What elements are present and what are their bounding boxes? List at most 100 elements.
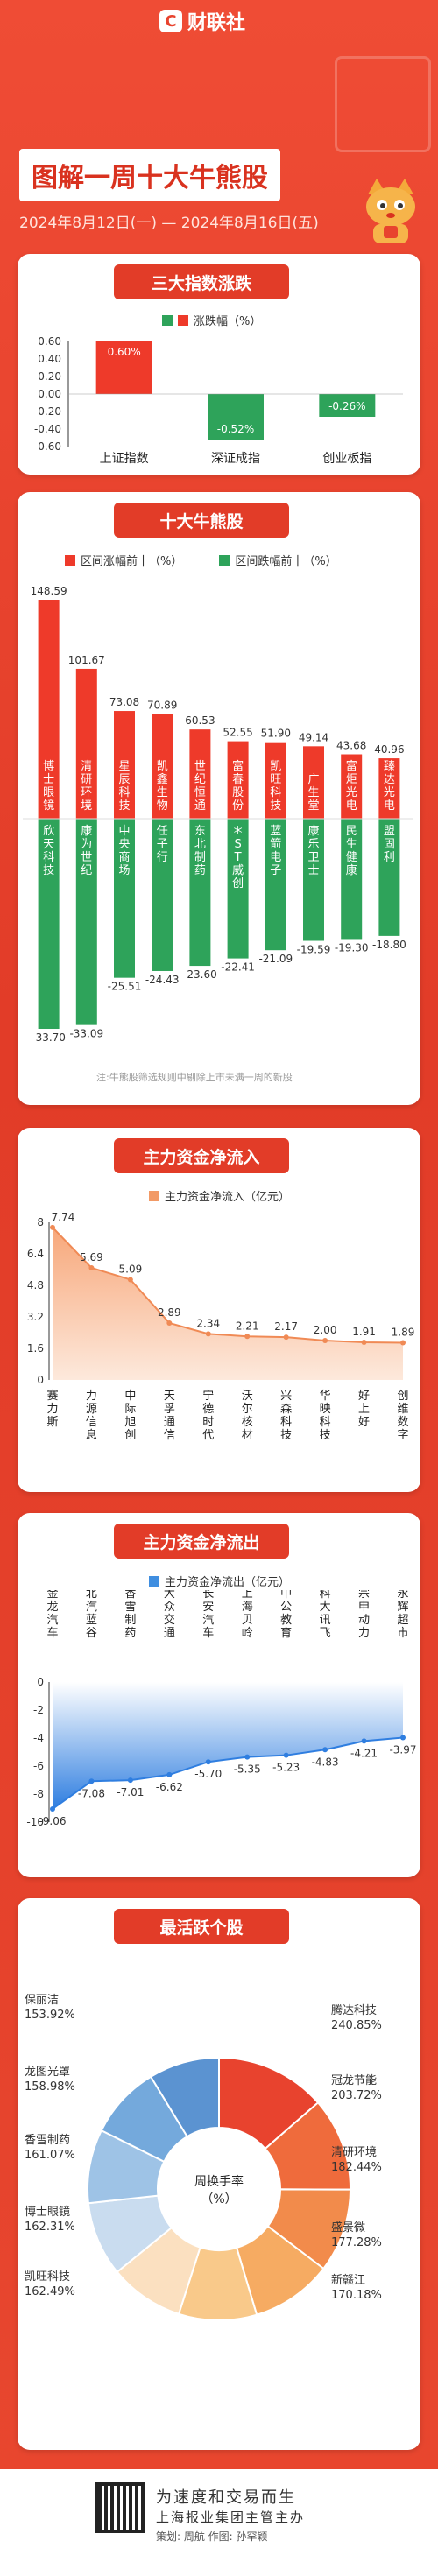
decorative-frame — [335, 56, 431, 152]
brand-logo: C 财联社 — [159, 7, 279, 35]
y-tick-label: 6.4 — [27, 1248, 44, 1260]
data-point — [244, 1334, 251, 1340]
footer-publisher: 上海报业集团主管主办 — [156, 2509, 306, 2525]
legend-losers-swatch — [219, 554, 230, 566]
area-fill — [53, 1227, 403, 1380]
y-tick-label: 0.20 — [38, 370, 61, 383]
data-label: -0.52% — [217, 423, 254, 435]
gainer-bar — [378, 758, 400, 819]
x-tick-label: 中际旭创 — [124, 1390, 136, 1442]
data-label: 2.34 — [196, 1317, 220, 1329]
gainer-value-label: 148.59 — [31, 585, 67, 597]
y-tick-label: -4 — [33, 1732, 44, 1744]
loser-value-label: -22.41 — [221, 961, 255, 974]
data-label: 5.09 — [119, 1263, 143, 1275]
loser-bar — [341, 819, 363, 940]
gainer-bar — [227, 741, 249, 819]
data-point — [127, 1277, 133, 1283]
gainer-bar — [114, 711, 135, 819]
x-tick-label: 创业板指 — [322, 452, 371, 464]
loser-bar — [303, 819, 324, 941]
gainer-bar — [189, 729, 211, 819]
data-point — [166, 1771, 173, 1777]
data-point — [361, 1738, 367, 1744]
slice-name-label: 盛景微 — [331, 2221, 365, 2235]
y-tick-label: 0.60 — [38, 335, 61, 348]
slice-name-label: 冠龙节能 — [331, 2074, 377, 2087]
data-label: 1.91 — [352, 1326, 376, 1338]
y-tick-label: -6 — [33, 1760, 44, 1772]
slice-name-label: 香雪制药 — [25, 2134, 70, 2147]
inflow-area-chart: 8 6.4 4.8 3.2 1.6 0 7.74 赛力斯 5.69 力源信息 5.09 中际旭创 2.8… — [27, 1211, 414, 1442]
y-tick-label: -0.40 — [34, 423, 61, 435]
slice-name-label: 保丽洁 — [25, 1994, 59, 2007]
top10-bar-chart: 148.59 博士眼镜 101.67 清研环境 73.08 星辰科技 70.89 凯鑫生物 60… — [23, 585, 413, 1044]
loser-bar — [152, 819, 173, 971]
slice-value-label: 158.98% — [25, 2080, 75, 2094]
data-point — [322, 1747, 328, 1753]
x-tick-label: 宁德时代 — [202, 1389, 214, 1442]
data-label: -3.97 — [389, 1744, 416, 1756]
loser-bar — [265, 819, 286, 951]
loser-name-label: 康为世纪 — [81, 824, 92, 877]
index-bar-chart: 0.60 0.40 0.20 0.00 -0.20 -0.40 -0.60 0.60% 上证指数… — [34, 335, 403, 464]
data-point — [205, 1759, 211, 1765]
x-tick-label: 大众交通 — [164, 1590, 175, 1640]
outflow-legend-label: 主力资金净流出（亿元） — [165, 1576, 291, 1589]
data-label: 2.21 — [236, 1320, 259, 1332]
x-tick-label: 北汽蓝谷 — [86, 1590, 97, 1640]
outflow-legend-swatch — [149, 1575, 159, 1587]
data-point — [88, 1778, 95, 1784]
gainer-bar — [341, 754, 363, 819]
gainer-name-label: 广生堂 — [307, 773, 319, 813]
legend-up-swatch — [178, 314, 188, 326]
brand-name: 财联社 — [187, 12, 246, 34]
data-point — [127, 1777, 133, 1784]
section-title-outflow: 主力资金净流出 — [114, 1524, 289, 1559]
data-point — [322, 1338, 328, 1343]
footer-credits: 策划: 周航 作图: 孙罕颖 — [156, 2530, 268, 2543]
gainer-bar — [152, 714, 173, 819]
loser-name-label: 民生健康 — [346, 825, 357, 877]
footer-slogan: 为速度和交易而生 — [156, 2488, 296, 2507]
gainer-value-label: 43.68 — [336, 740, 366, 752]
index-legend-label: 涨跌幅（%） — [194, 315, 262, 328]
gainer-name-label: 世纪恒通 — [194, 760, 206, 813]
data-label: 2.89 — [158, 1306, 181, 1319]
data-point — [50, 1805, 55, 1812]
gainer-value-label: 52.55 — [223, 727, 252, 739]
inflow-legend-swatch — [149, 1190, 159, 1201]
y-tick-label: 0.40 — [38, 353, 61, 365]
legend-losers-label: 区间跌幅前十（%） — [235, 555, 337, 568]
loser-name-label: 蓝箭电子 — [270, 825, 281, 877]
y-tick-label: -0.20 — [34, 405, 61, 418]
x-tick-label: 华映科技 — [320, 1390, 331, 1442]
x-tick-label: 永辉超市 — [397, 1590, 408, 1640]
x-tick-label: 上海贝岭 — [242, 1590, 253, 1640]
donut-hole — [159, 2129, 279, 2249]
data-point — [205, 1331, 211, 1337]
loser-name-label: ＊ S T 威创 — [232, 825, 244, 890]
gainer-value-label: 101.67 — [68, 654, 105, 666]
inflow-legend-label: 主力资金净流入（亿元） — [165, 1191, 291, 1204]
slice-name-label: 清研环境 — [331, 2146, 377, 2159]
legend-gainers-label: 区间涨幅前十（%） — [81, 555, 183, 568]
data-label: -0.26% — [328, 400, 365, 412]
slice-name-label: 新赣江 — [331, 2273, 365, 2287]
qr-code-icon[interactable] — [95, 2482, 145, 2533]
donut-center-label: 周换手率 — [194, 2174, 244, 2189]
y-tick-label: 0 — [37, 1676, 44, 1688]
y-tick-label: 4.8 — [27, 1279, 44, 1292]
gainer-bar — [75, 668, 97, 819]
slice-value-label: 162.31% — [25, 2221, 75, 2234]
data-point — [283, 1752, 289, 1758]
data-point — [283, 1334, 289, 1341]
y-tick-label: -10 — [26, 1816, 44, 1828]
gainer-name-label: 富炬光电 — [346, 759, 357, 813]
bar — [95, 341, 152, 394]
data-label: -9.06 — [39, 1815, 66, 1827]
loser-value-label: -24.43 — [145, 974, 180, 986]
gainer-name-label: 富春股份 — [232, 759, 244, 813]
loser-bar — [227, 819, 249, 959]
loser-name-label: 康乐卫士 — [307, 824, 319, 877]
